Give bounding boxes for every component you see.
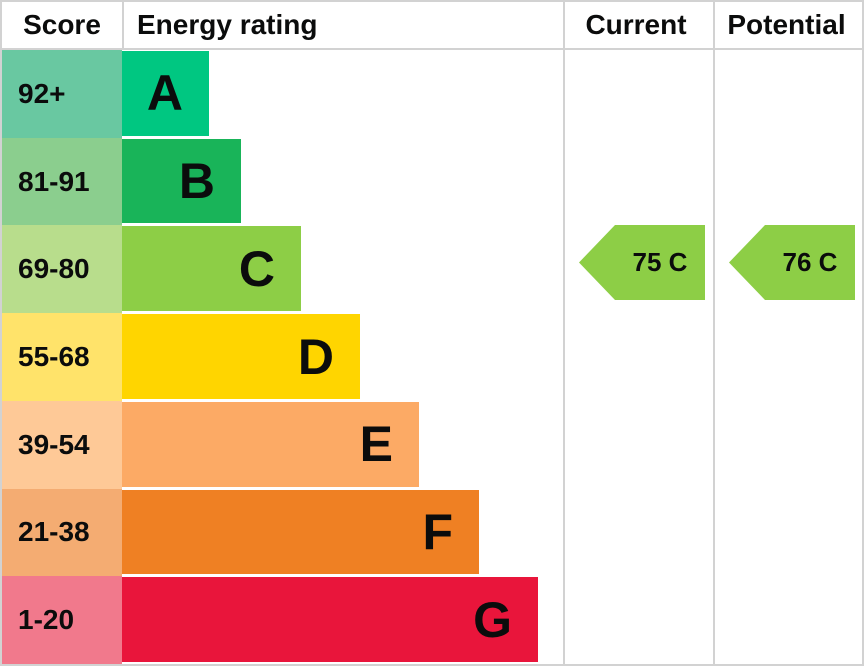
band-row-d: 55-68 D	[2, 313, 563, 401]
header-current: Current	[585, 9, 687, 40]
band-score-range: 1-20	[18, 604, 75, 636]
band-score-range: 69-80	[18, 253, 90, 285]
band-letter: B	[178, 153, 215, 210]
band-bar-area: E	[122, 401, 563, 489]
potential-rating-value: 76 C	[782, 247, 838, 278]
band-row-f: 21-38 F	[2, 488, 563, 577]
band-row-g: 1-20 G	[2, 576, 563, 664]
band-letter: A	[146, 65, 183, 122]
current-rating-value: 75 C	[632, 247, 688, 278]
band-bar: E	[122, 401, 419, 487]
band-score-range: 55-68	[18, 341, 90, 373]
band-score-range: 21-38	[18, 516, 90, 548]
band-row-e: 39-54 E	[2, 400, 563, 489]
band-bar: D	[122, 314, 360, 399]
band-score-cell: 21-38	[2, 488, 122, 577]
header-energy-rating: Energy rating	[122, 2, 561, 48]
potential-column: 76 C	[713, 2, 862, 664]
band-score-cell: 39-54	[2, 400, 122, 489]
band-score-cell: 92+	[2, 50, 122, 138]
band-bar: B	[122, 138, 241, 224]
header-score: Score	[23, 9, 101, 40]
left-arrow-icon	[579, 225, 705, 301]
band-bar: A	[122, 51, 209, 136]
band-letter: E	[359, 416, 393, 473]
band-row-c: 69-80 C	[2, 225, 563, 314]
header-potential: Potential	[727, 9, 846, 40]
band-letter: F	[422, 503, 453, 560]
band-row-a: 92+ A	[2, 50, 563, 138]
band-bar-area: F	[122, 489, 563, 577]
header-row: Score Energy rating Current Potential	[2, 2, 862, 50]
bands-area: 92+ A 81-91 B 69-80 C 55-68	[2, 50, 563, 664]
band-letter: D	[297, 328, 334, 385]
band-bar: G	[122, 577, 538, 663]
band-score-cell: 55-68	[2, 313, 122, 401]
band-bar-area: G	[122, 576, 563, 664]
band-score-cell: 69-80	[2, 225, 122, 314]
band-score-range: 39-54	[18, 428, 90, 460]
potential-rating-arrow: 76 C	[729, 225, 855, 301]
band-row-b: 81-91 B	[2, 137, 563, 226]
band-bar: F	[122, 489, 479, 575]
band-score-cell: 1-20	[2, 576, 122, 664]
current-column: 75 C	[563, 2, 713, 664]
band-bar: C	[122, 226, 301, 312]
left-arrow-icon	[729, 225, 855, 301]
current-rating-arrow: 75 C	[579, 225, 705, 301]
band-bar-area: C	[122, 225, 563, 313]
band-score-range: 81-91	[18, 165, 90, 197]
band-letter: C	[238, 240, 275, 297]
band-letter: G	[473, 591, 512, 648]
band-score-range: 92+	[18, 77, 66, 109]
band-bar-area: A	[122, 50, 563, 138]
band-bar-area: B	[122, 138, 563, 226]
band-bar-area: D	[122, 313, 563, 401]
band-score-cell: 81-91	[2, 137, 122, 226]
